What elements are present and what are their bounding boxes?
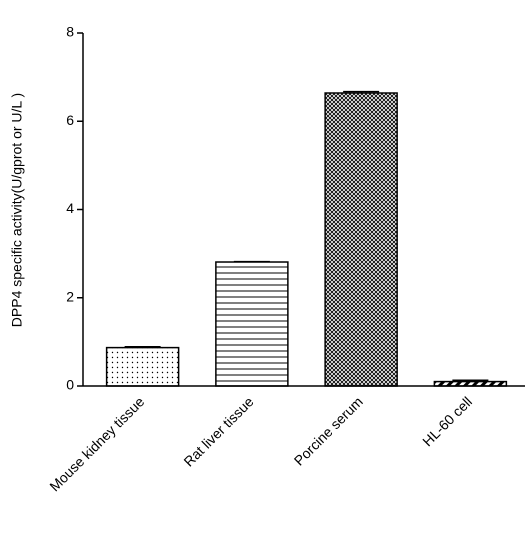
x-tick-label: HL-60 cell — [419, 393, 475, 449]
bar — [325, 93, 397, 386]
x-tick-label: Porcine serum — [291, 393, 366, 468]
y-tick-label: 0 — [66, 377, 74, 393]
y-axis-title: DPP4 specific activity(U/gprot or U/L ) — [9, 93, 25, 327]
x-tick-label: Mouse kidney tissue — [46, 393, 147, 494]
y-tick-label: 2 — [66, 288, 74, 304]
bar — [107, 348, 179, 386]
bar — [216, 262, 288, 386]
y-tick-label: 8 — [66, 24, 74, 40]
y-tick-label: 4 — [66, 200, 74, 216]
y-tick-label: 6 — [66, 112, 74, 128]
x-tick-label: Rat liver tissue — [180, 393, 256, 469]
